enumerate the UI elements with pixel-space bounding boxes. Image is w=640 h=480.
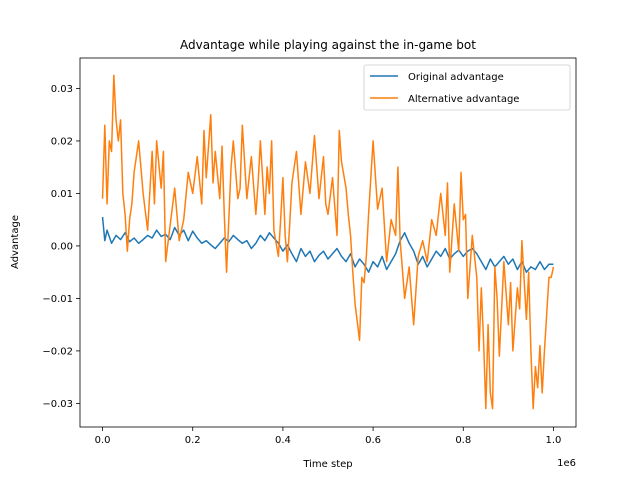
legend-label-original: Original advantage [408, 72, 504, 83]
plot-area [80, 58, 576, 427]
x-axis-title: Time step [302, 459, 352, 470]
x-tick-label: 1.0 [546, 435, 562, 446]
legend: Original advantage Alternative advantage [363, 64, 571, 111]
series-line-alternative [101, 74, 555, 410]
x-tick-label: 0.4 [275, 435, 291, 446]
plot-frame [79, 57, 577, 428]
y-tick-label: 0.01 [51, 189, 73, 200]
series-layer [101, 74, 555, 410]
x-tick-label: 0.0 [95, 435, 111, 446]
x-axis-offset-label: 1e6 [557, 458, 576, 469]
series-line-original [101, 216, 554, 273]
x-axis: 0.0 0.2 0.4 0.6 0.8 1.0 [95, 427, 562, 446]
y-tick-label: 0.03 [51, 84, 73, 95]
chart-title: Advantage while playing against the in-g… [180, 38, 476, 52]
y-tick-label: 0.02 [51, 136, 73, 147]
y-tick-label: −0.02 [42, 346, 73, 357]
x-tick-label: 0.6 [365, 435, 381, 446]
x-tick-label: 0.2 [185, 435, 201, 446]
y-axis-title: Advantage [10, 215, 21, 269]
x-tick-label: 0.8 [455, 435, 471, 446]
y-tick-label: −0.03 [42, 399, 73, 410]
y-tick-label: 0.00 [51, 241, 73, 252]
legend-box [363, 64, 571, 111]
y-tick-label: −0.01 [42, 294, 73, 305]
legend-label-alternative: Alternative advantage [408, 94, 519, 105]
y-axis: −0.03 −0.02 −0.01 0.00 0.01 0.02 0.03 [42, 84, 80, 410]
